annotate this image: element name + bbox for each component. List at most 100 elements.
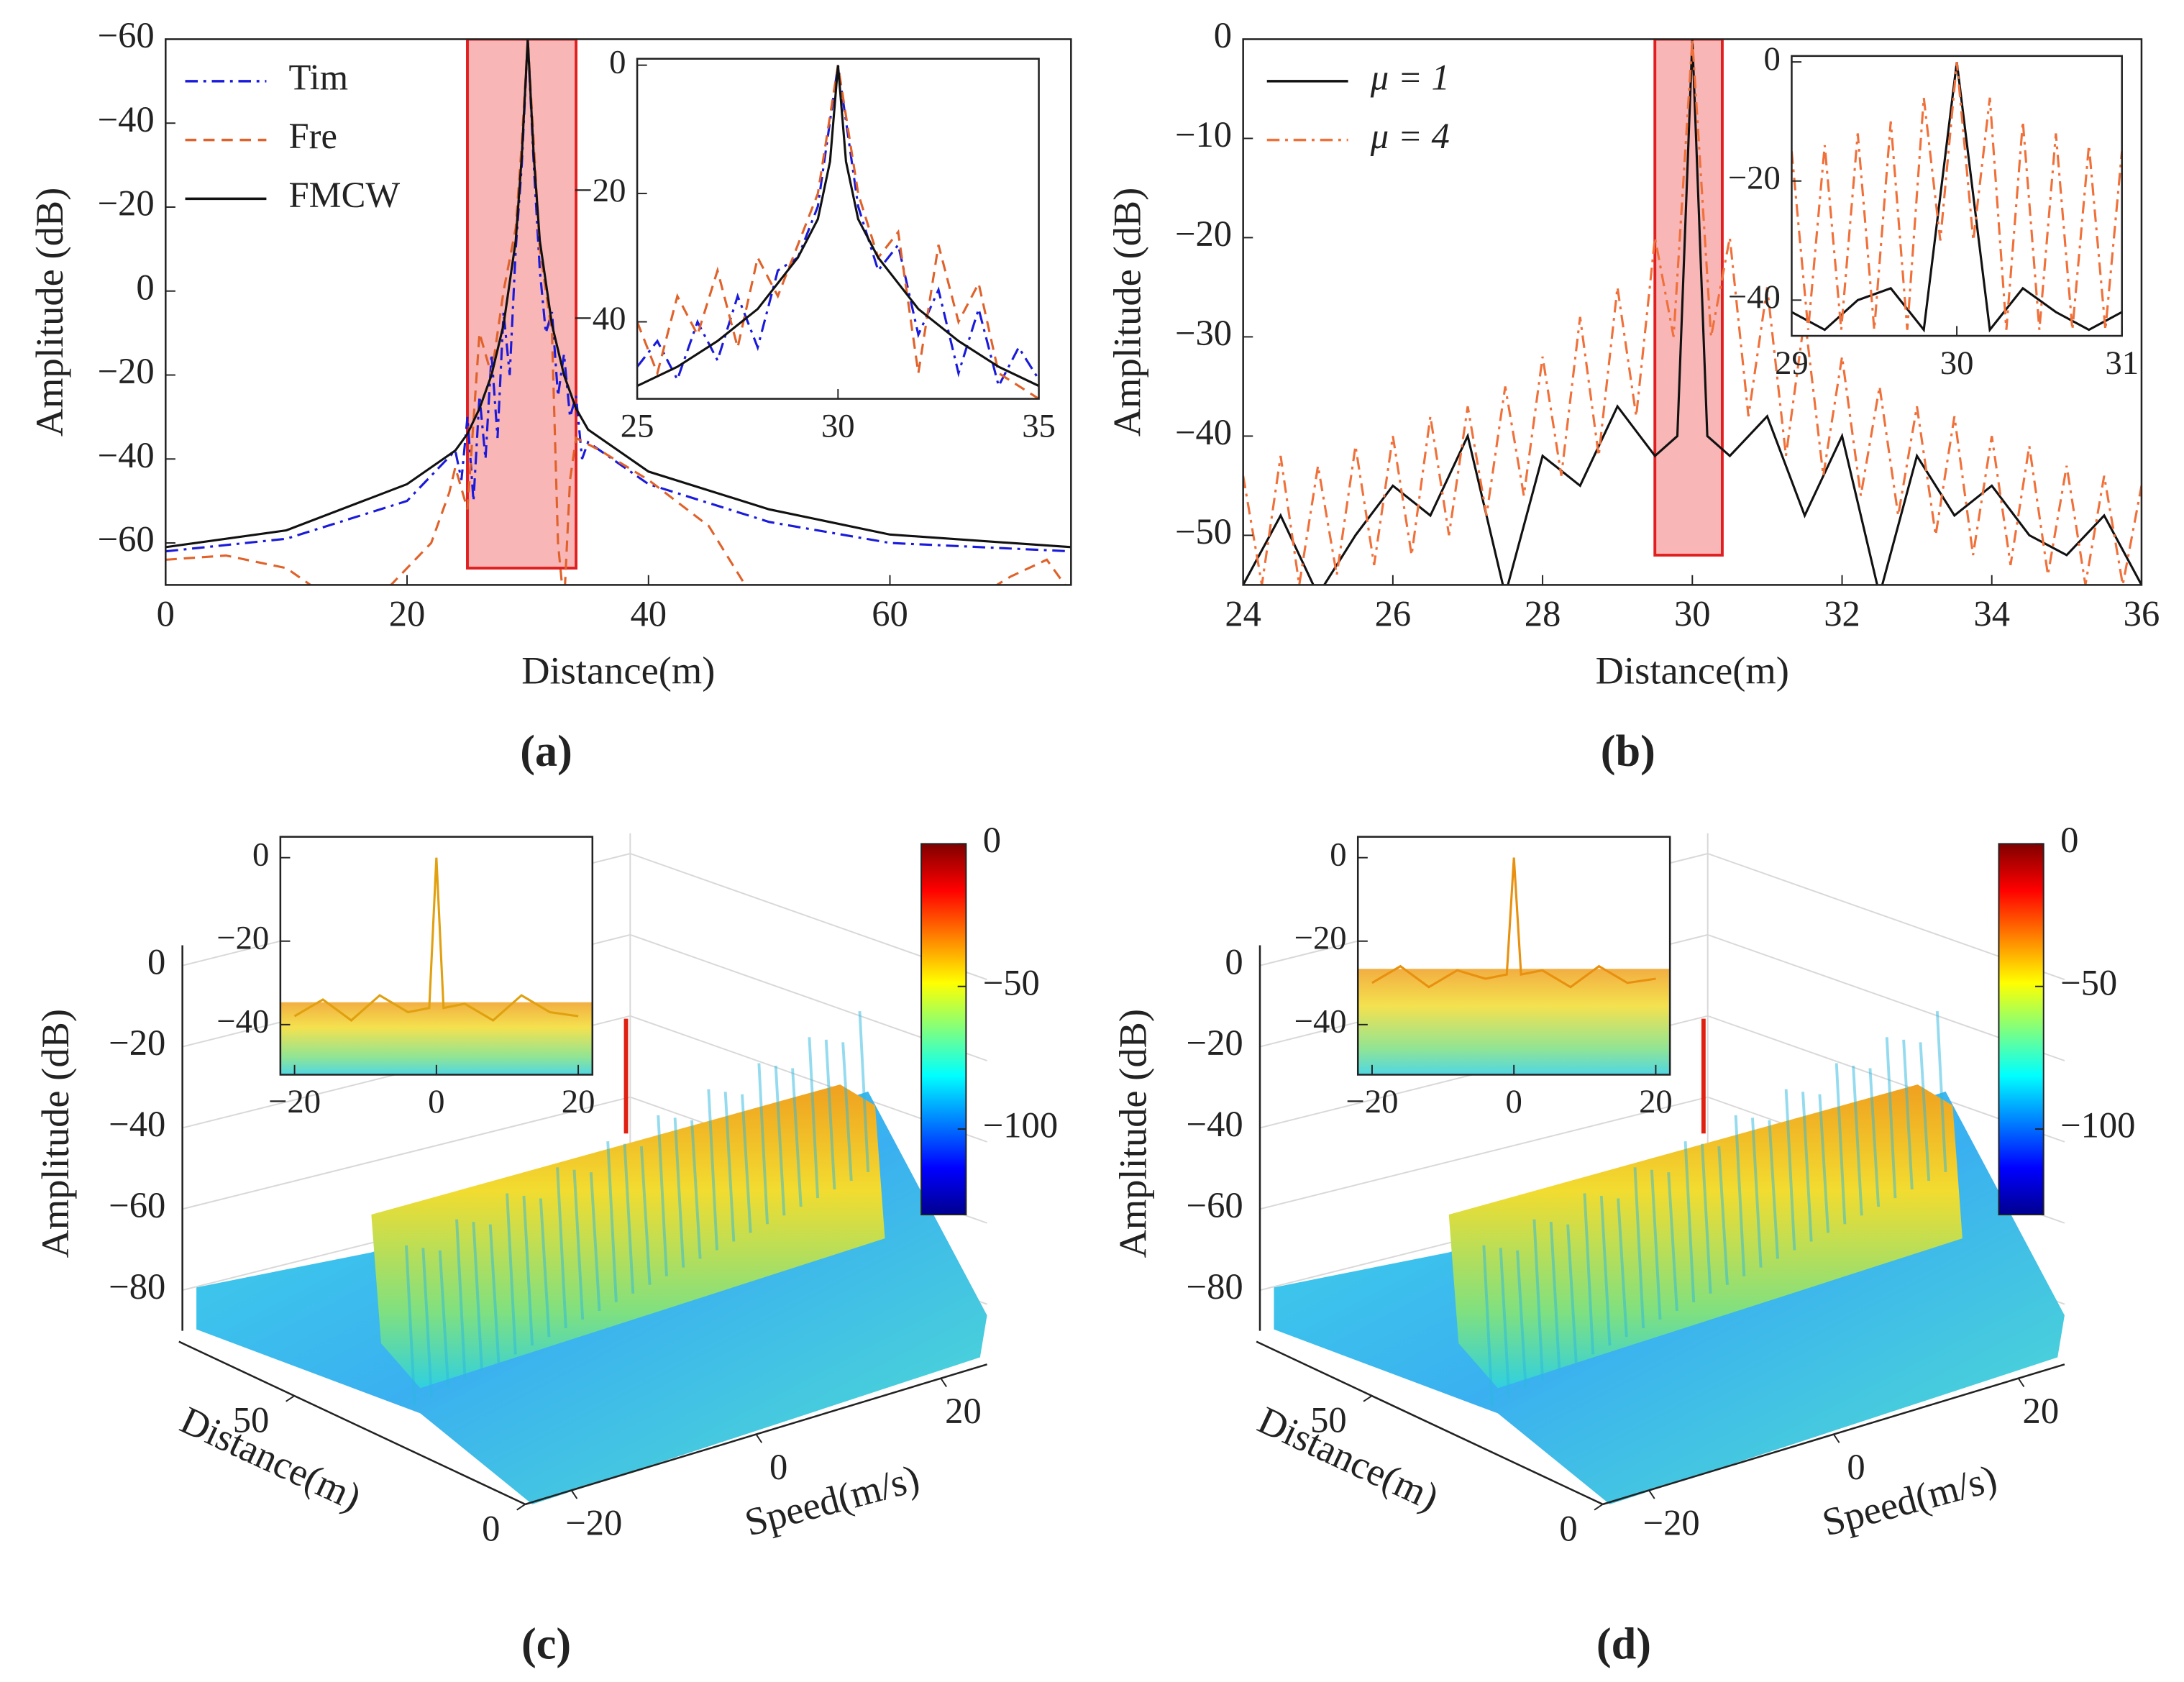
y-tick-label: 0 (769, 1447, 787, 1487)
plot-area (280, 857, 593, 1075)
z-tick-label: −60 (109, 1185, 165, 1225)
surface-stripe (421, 1248, 433, 1398)
surface-stripe (472, 1222, 484, 1372)
surface-stripe (522, 1195, 534, 1346)
surface-stripe (1667, 1172, 1678, 1312)
y-tick-label: −20 (565, 1503, 622, 1543)
y-tick (1648, 1489, 1655, 1499)
x-tick-label: 60 (872, 594, 908, 634)
series-line (165, 39, 1072, 553)
series-line (1243, 39, 2142, 585)
surface-stripe (1683, 1141, 1696, 1302)
y-tick-label: −20 (98, 183, 155, 224)
x-tick-label: 29 (1775, 344, 1809, 382)
y-tick-label: −20 (98, 351, 155, 391)
surface-stripe (1734, 1115, 1746, 1276)
inset-bg (637, 58, 1039, 399)
y-tick (1833, 1434, 1840, 1443)
x-tick-label: −20 (1345, 1083, 1398, 1120)
x-tick-label: 34 (1973, 594, 2010, 634)
z-tick-label: −60 (1187, 1185, 1243, 1225)
surface-stripe (556, 1167, 567, 1329)
plot-area (637, 65, 1039, 399)
z-tick-label: 0 (1225, 941, 1243, 982)
surface-ridge (371, 1084, 885, 1389)
y-tick-label: −40 (1294, 1003, 1347, 1041)
colorbar-tick-label: −100 (983, 1105, 1058, 1146)
y-tick (2017, 1378, 2025, 1387)
y-tick-label: −20 (573, 172, 626, 209)
inset-noise (1358, 969, 1671, 1075)
x-tick-label: 35 (1022, 407, 1056, 444)
surface-stripe (808, 1037, 820, 1199)
y-axis-label: Speed(m/s) (740, 1456, 923, 1545)
surface-stripe (506, 1193, 517, 1355)
surface-stripe (1700, 1143, 1712, 1294)
x-tick-label: −20 (268, 1083, 321, 1120)
x-tick-label: 0 (1506, 1083, 1522, 1120)
y-tick-label: 0 (136, 267, 154, 307)
y-tick-label: 0 (609, 43, 626, 81)
caption: (c) (521, 1620, 571, 1669)
surface-stripe (1868, 1068, 1881, 1207)
y-tick-label: 0 (1847, 1447, 1865, 1487)
surface-stripe (1583, 1193, 1595, 1355)
inset-noise (280, 1002, 593, 1075)
x-tick-label: 25 (621, 407, 654, 444)
surface-stripe (1902, 1039, 1914, 1190)
x-tick-label: 30 (821, 407, 855, 444)
surface-stripe (623, 1143, 635, 1294)
x-tick-label: 0 (482, 1508, 500, 1548)
surface-stripe (1818, 1094, 1829, 1233)
surface-stripe (1801, 1092, 1813, 1242)
y-tick-label: −40 (573, 300, 626, 337)
y-tick-label: 0 (1764, 40, 1781, 78)
surface-stripe (1650, 1169, 1662, 1320)
y-tick-label: −60 (98, 15, 155, 55)
x-tick-label: 31 (2105, 344, 2139, 382)
surface-stripe (1482, 1245, 1494, 1407)
series-line (1243, 39, 2142, 585)
series-line (1371, 857, 1656, 989)
surface-stripe (1499, 1248, 1511, 1398)
surface-stripe (1835, 1063, 1847, 1225)
plot-area (1358, 857, 1671, 1075)
surface-stripe (1617, 1198, 1628, 1338)
surface-stripe (1516, 1250, 1527, 1389)
y-axis-label: Amplitude (dB) (1105, 188, 1148, 437)
series-line (293, 857, 579, 1022)
y-tick-label: −20 (1728, 159, 1781, 196)
caption: (d) (1596, 1620, 1651, 1669)
legend-label: Fre (289, 116, 337, 156)
colorbar-tick-label: −100 (2060, 1105, 2135, 1146)
y-tick-label: −20 (1175, 214, 1232, 254)
colorbar-tick-label: 0 (983, 820, 1001, 860)
plot-area (1791, 62, 2122, 333)
y-tick-label: −10 (1175, 114, 1232, 155)
series-line (165, 39, 1072, 549)
y-tick-label: 20 (2023, 1391, 2060, 1431)
x-tick-label: 40 (630, 594, 667, 634)
surface-stripe (791, 1068, 803, 1207)
surface-stripe (589, 1172, 601, 1312)
y-tick (755, 1434, 763, 1443)
x-tick-label: 24 (1225, 594, 1261, 634)
z-axis-label: Amplitude (dB) (1110, 1009, 1154, 1258)
z-tick-label: −20 (109, 1023, 165, 1063)
y-tick-label: −20 (1294, 919, 1347, 956)
highlight (466, 39, 577, 570)
x-tick-label: 50 (233, 1400, 270, 1440)
x-axis (178, 1340, 526, 1506)
surface-stripe (673, 1117, 685, 1268)
z-tick-label: −40 (1187, 1104, 1243, 1144)
x-tick-label: 32 (1824, 594, 1860, 634)
colorbar (920, 843, 967, 1216)
x-tick-label: 20 (562, 1083, 595, 1120)
surface-stripe (774, 1065, 786, 1216)
surface-stripe (858, 1011, 870, 1173)
surface-stripe (1566, 1224, 1578, 1363)
x-tick (1363, 1395, 1373, 1402)
surface-stripe (438, 1250, 450, 1389)
y-tick-label: −40 (216, 1003, 269, 1041)
